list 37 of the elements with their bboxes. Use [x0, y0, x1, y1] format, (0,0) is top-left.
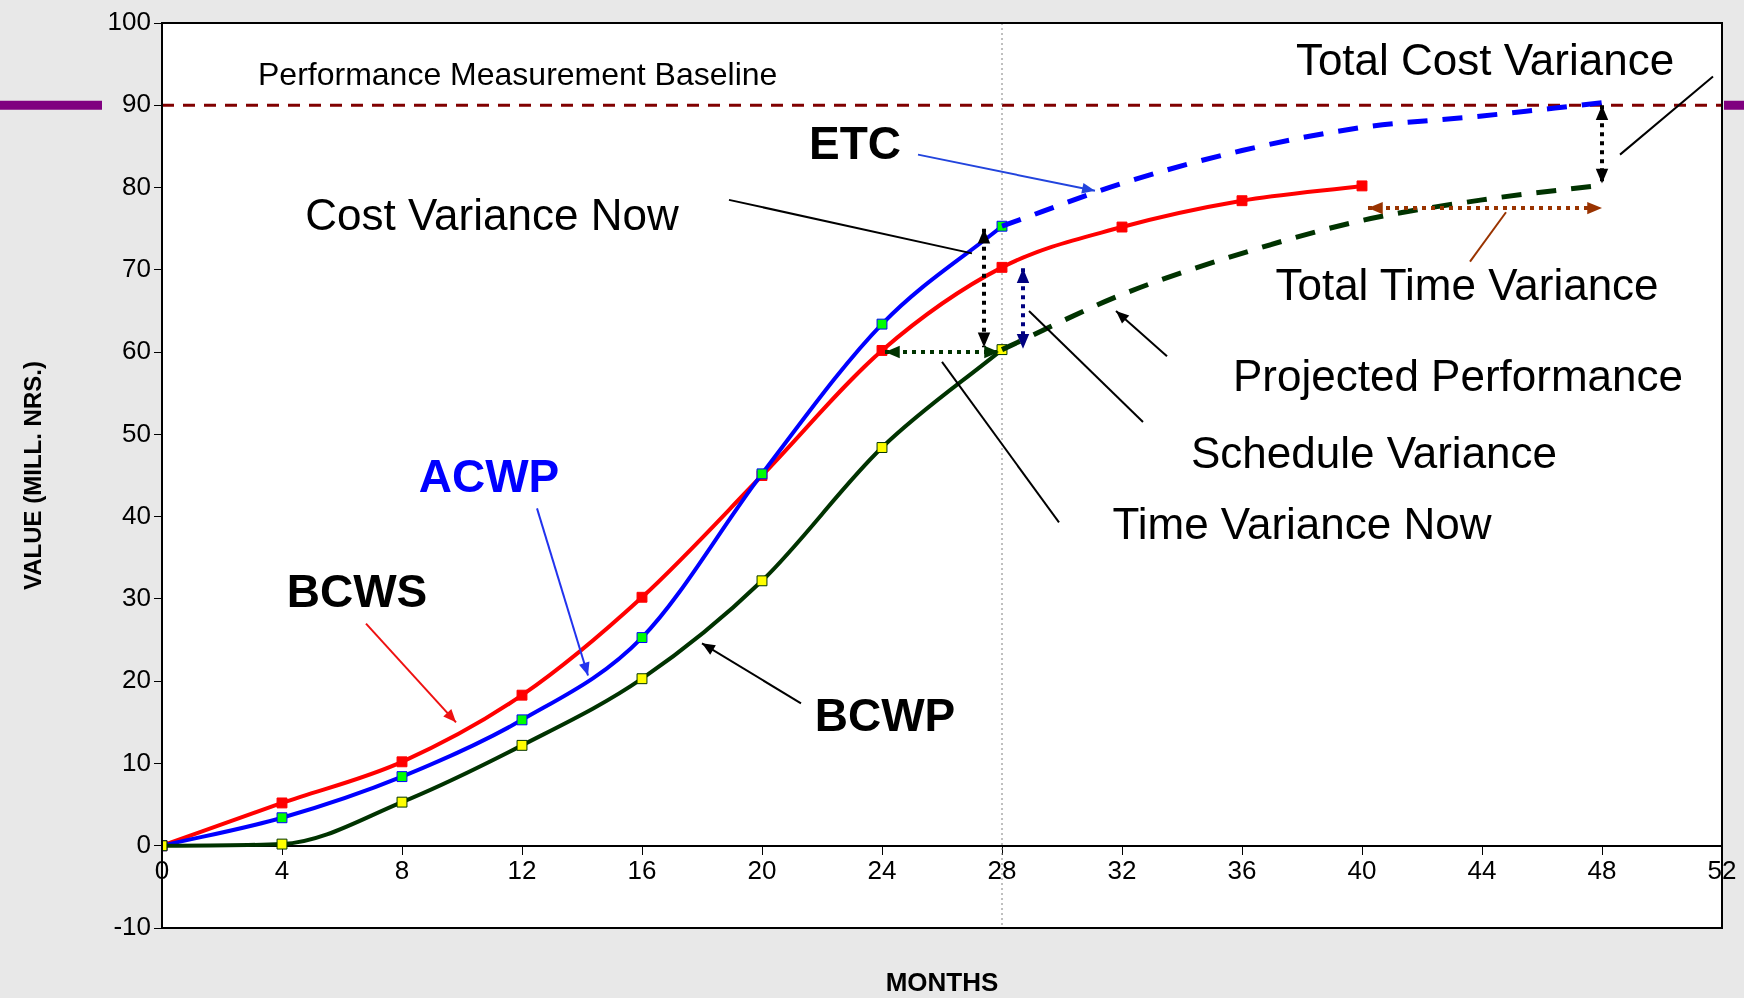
ref-line-label: Performance Measurement Baseline	[258, 56, 778, 93]
y-tick-label: 80	[122, 170, 151, 201]
text: ETC	[809, 117, 901, 170]
x-tick-label: 28	[987, 855, 1017, 886]
annotation: Total Cost Variance	[1295, 34, 1675, 84]
x-tick-label: 48	[1587, 855, 1617, 886]
x-tick-label: 16	[627, 855, 657, 886]
y-tick-label: 20	[122, 664, 151, 695]
x-tick-label: 44	[1467, 855, 1497, 886]
y-tick-label: 90	[122, 88, 151, 119]
x-tick-label: 12	[507, 855, 537, 886]
y-tick-label: 30	[122, 582, 151, 613]
y-tick-label: 10	[122, 746, 151, 777]
x-tick-label: 36	[1227, 855, 1257, 886]
y-tick-label: 70	[122, 252, 151, 283]
x-tick-label: 4	[274, 855, 290, 886]
x-tick-label: 40	[1347, 855, 1377, 886]
y-tick-label: 0	[136, 828, 151, 859]
y-tick-label: -10	[113, 911, 151, 942]
y-tick-label: 100	[107, 6, 151, 37]
text: ACWP	[418, 450, 560, 503]
annotation: Cost Variance Now	[305, 190, 679, 240]
text: Projected Performance	[1233, 350, 1683, 400]
text: BCWS	[286, 565, 428, 618]
annotation: Total Time Variance	[1275, 260, 1659, 310]
y-tick-label: 40	[122, 499, 151, 530]
text: BCWP	[814, 688, 956, 741]
x-axis-title: MONTHS	[885, 967, 999, 998]
x-tick-label: 8	[394, 855, 410, 886]
x-tick-label: 24	[867, 855, 897, 886]
y-tick-label: 50	[122, 417, 151, 448]
y-axis-title: VALUE (MILL. NRS.)	[18, 361, 46, 590]
x-tick-label: 20	[747, 855, 777, 886]
annotation: Time Variance Now	[1112, 498, 1492, 548]
annotation: Schedule Variance	[1190, 427, 1558, 477]
y-tick-label: 60	[122, 335, 151, 366]
x-tick-label: 32	[1107, 855, 1137, 886]
